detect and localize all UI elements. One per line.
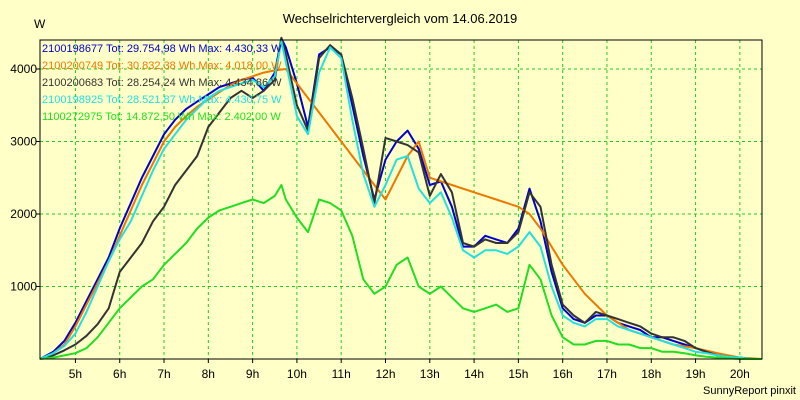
plot-frame xyxy=(39,39,763,360)
y-tick-label: 1000 xyxy=(10,280,37,294)
y-axis-ticks: 1000 2000 3000 4000 xyxy=(10,62,40,294)
x-tick-label: 6h xyxy=(113,367,126,381)
series-lines xyxy=(39,36,763,360)
x-tick-label: 8h xyxy=(202,367,215,381)
x-tick-label: 5h xyxy=(69,367,82,381)
legend: 2100198677 Tot: 29.754,98 Wh Max: 4.430,… xyxy=(42,43,282,123)
x-tick-label: 14h xyxy=(464,367,484,381)
x-tick-label: 11h xyxy=(332,367,351,381)
x-tick-label: 18h xyxy=(641,367,661,381)
x-tick-label: 19h xyxy=(686,367,706,381)
legend-entry-2: 2100200749 Tot: 30.832,38 Wh Max: 4.018,… xyxy=(42,60,282,72)
series-line-3 xyxy=(39,36,762,360)
x-tick-label: 17h xyxy=(597,367,617,381)
x-axis-ticks: 5h 6h 7h 8h 9h 10h 11h 12h 13h 14h 15h 16h 17h 18h 19h… xyxy=(69,359,750,381)
x-tick-label: 12h xyxy=(375,367,395,381)
y-tick-label: 4000 xyxy=(10,62,37,76)
x-tick-label: 13h xyxy=(420,367,440,381)
y-axis-unit-label: W xyxy=(34,17,46,31)
series-line-5 xyxy=(39,184,762,360)
y-tick-label: 3000 xyxy=(10,135,37,149)
x-tick-label: 15h xyxy=(508,367,528,381)
chart-title: Wechselrichtervergleich vom 14.06.2019 xyxy=(283,11,518,26)
grid xyxy=(40,40,762,359)
series-line-2 xyxy=(39,68,763,360)
x-tick-label: 9h xyxy=(246,367,259,381)
x-tick-label: 20h xyxy=(730,367,750,381)
legend-entry-4: 2100198925 Tot: 28.521,87 Wh Max: 4.430,… xyxy=(42,94,282,106)
x-tick-label: 16h xyxy=(553,367,573,381)
x-tick-label: 10h xyxy=(287,367,307,381)
x-tick-label: 7h xyxy=(157,367,170,381)
footer-credit: SunnyReport pinxit xyxy=(703,385,796,397)
legend-entry-1: 2100198677 Tot: 29.754,98 Wh Max: 4.430,… xyxy=(42,43,282,55)
legend-entry-3: 2100200683 Tot: 28.254,24 Wh Max: 4.434,… xyxy=(42,77,282,89)
series-line-4 xyxy=(39,40,762,360)
y-tick-label: 2000 xyxy=(10,207,37,221)
legend-entry-5: 1100272975 Tot: 14.872,50 Wh Max: 2.402,… xyxy=(42,111,281,123)
